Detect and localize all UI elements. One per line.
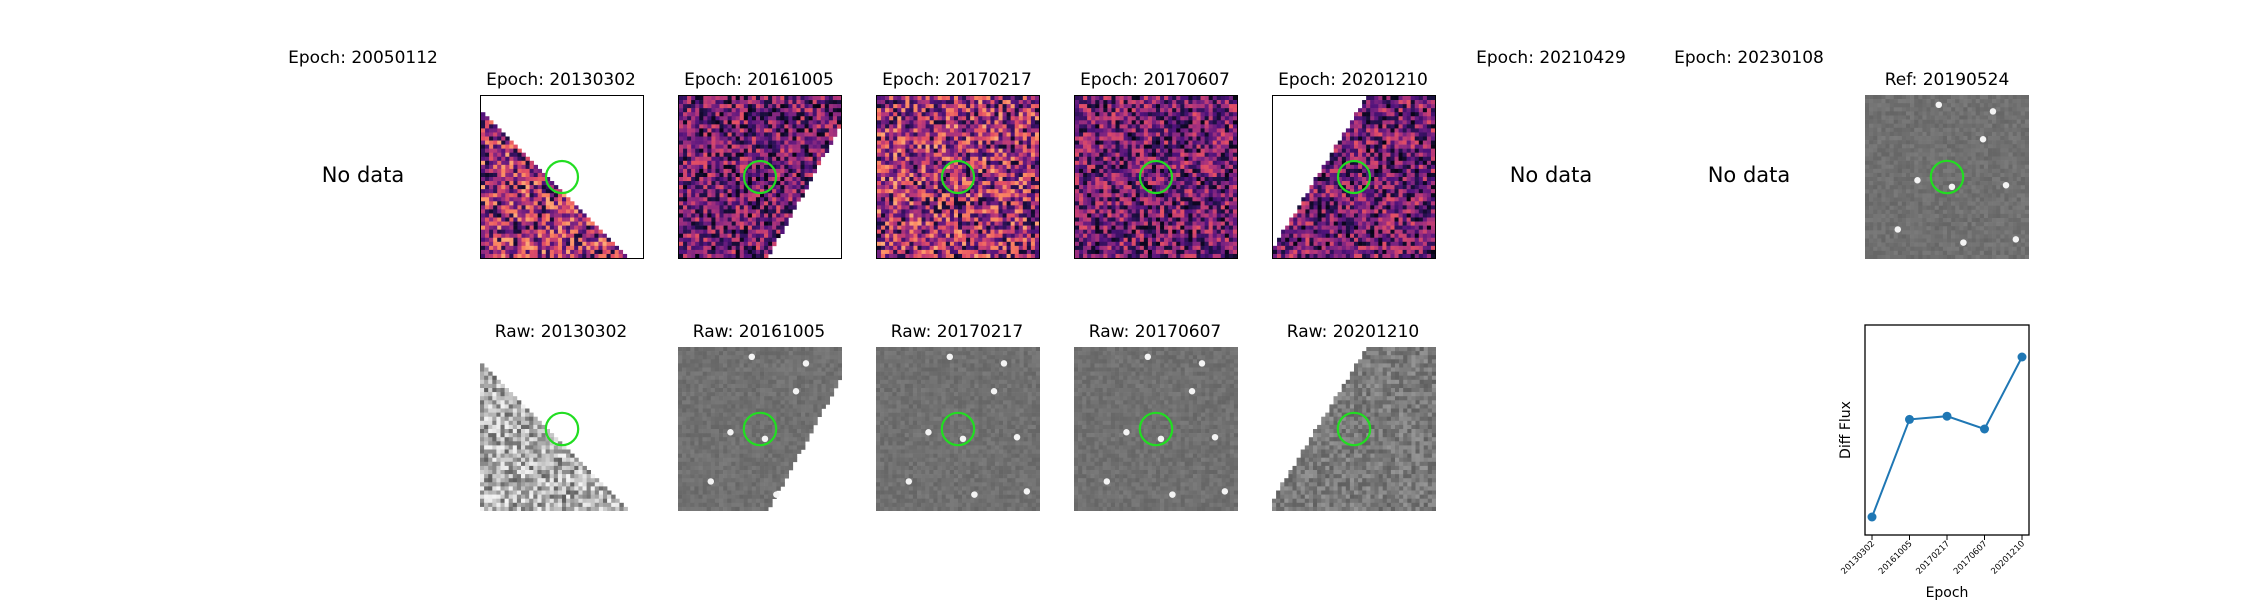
title-raw-20201210: Raw: 20201210 (1286, 322, 1420, 342)
diff-panel-20201210 (1272, 95, 1436, 259)
x-tick-label: 20130302 (1839, 539, 1877, 577)
title-epoch-20170217: Epoch: 20170217 (882, 70, 1032, 90)
title-raw-20170607: Raw: 20170607 (1088, 322, 1222, 342)
title-raw-20161005: Raw: 20161005 (692, 322, 826, 342)
title-epoch-20130302: Epoch: 20130302 (486, 70, 636, 90)
raw-panel-20161005 (678, 347, 842, 511)
raw-panel-20170217 (876, 347, 1040, 511)
target-circle (742, 159, 778, 195)
target-circle (1138, 159, 1174, 195)
title-raw-20130302: Raw: 20130302 (494, 322, 628, 342)
title-epoch-20230108: Epoch: 20230108 (1674, 48, 1824, 68)
target-circle (940, 411, 976, 447)
x-tick-label: 20161005 (1877, 539, 1915, 577)
diff-panel-20170607 (1074, 95, 1238, 259)
title-epoch-20050112: Epoch: 20050112 (288, 48, 438, 68)
title-epoch-20210429: Epoch: 20210429 (1476, 48, 1626, 68)
title-epoch-20201210: Epoch: 20201210 (1278, 70, 1428, 90)
raw-panel-20130302 (480, 347, 644, 511)
target-circle (1336, 411, 1372, 447)
raw-panel-20201210 (1272, 347, 1436, 511)
target-circle (1336, 159, 1372, 195)
raw-panel-20170607 (1074, 347, 1238, 511)
reference-panel-20190524 (1865, 95, 2029, 259)
x-axis-label: Epoch (1926, 585, 1969, 600)
data-point (2017, 352, 2027, 362)
data-point (1867, 512, 1877, 522)
diff-panel-20130302 (480, 95, 644, 259)
y-axis-label: Diff Flux (1838, 401, 1854, 459)
title-epoch-20161005: Epoch: 20161005 (684, 70, 834, 90)
no-data-20230108: No data (1707, 163, 1791, 187)
no-data-20210429: No data (1509, 163, 1593, 187)
x-tick-label: 20170607 (1952, 539, 1990, 577)
target-circle (742, 411, 778, 447)
target-circle (544, 411, 580, 447)
target-circle (544, 159, 580, 195)
target-circle (940, 159, 976, 195)
target-circle (1929, 159, 1965, 195)
diff-panel-20170217 (876, 95, 1040, 259)
title-raw-20170217: Raw: 20170217 (890, 322, 1024, 342)
no-data-20050112: No data (321, 163, 405, 187)
diff-panel-20161005 (678, 95, 842, 259)
x-tick-label: 20170217 (1914, 539, 1952, 577)
title-ref-20190524: Ref: 20190524 (1884, 70, 2010, 90)
series-line (1871, 356, 2023, 518)
plot-frame (1864, 324, 2030, 536)
data-point (1980, 424, 1989, 434)
data-point (1905, 414, 1914, 424)
x-tick-label: 20201210 (1989, 539, 2027, 577)
data-point (1942, 411, 1952, 421)
target-circle (1138, 411, 1174, 447)
title-epoch-20170607: Epoch: 20170607 (1080, 70, 1230, 90)
